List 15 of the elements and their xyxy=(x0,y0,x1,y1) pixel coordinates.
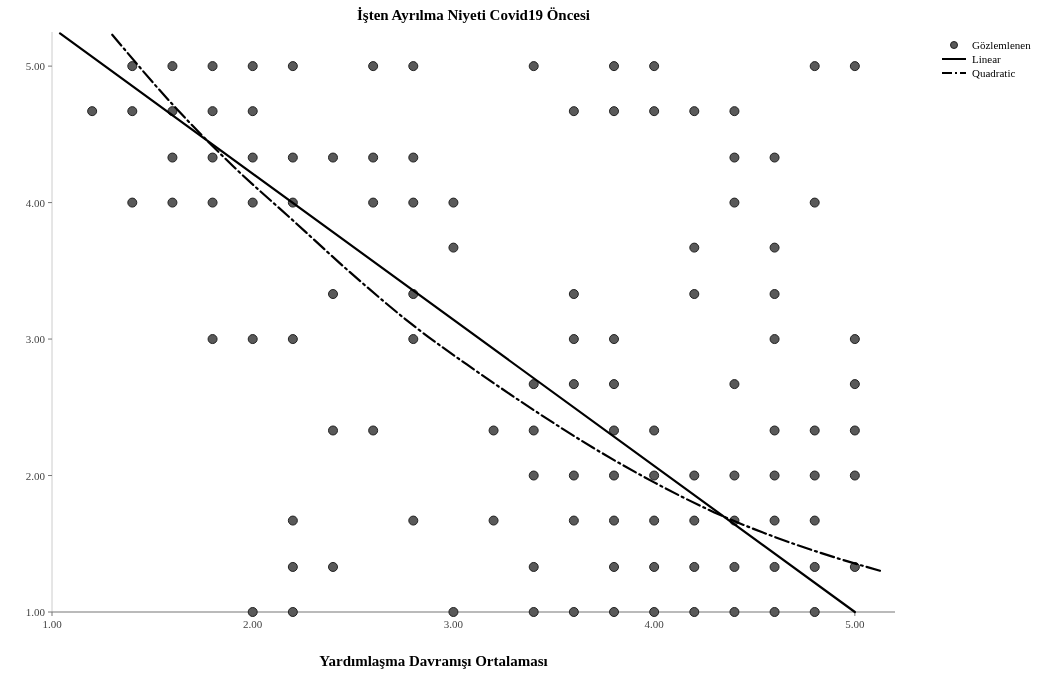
legend-label: Gözlemlenen xyxy=(972,39,1032,51)
y-tick-label: 5.00 xyxy=(25,60,46,73)
x-tick-label: 5.00 xyxy=(845,618,865,630)
x-tick-label: 4.00 xyxy=(644,618,665,630)
x-tick-label: 2.00 xyxy=(243,618,263,630)
y-tick-label: 3.00 xyxy=(25,333,46,346)
y-tick-label: 4.00 xyxy=(25,196,46,209)
x-tick-label: 3.00 xyxy=(443,618,464,630)
y-tick-label: 2.00 xyxy=(25,469,46,482)
chart-title: İşten Ayrılma Niyeti Covid19 Öncesi xyxy=(356,7,591,23)
x-axis-title: Yardımlaşma Davranışı Ortalaması xyxy=(319,653,548,669)
x-tick-label: 1.00 xyxy=(42,618,63,630)
y-tick-label: 1.00 xyxy=(25,606,46,618)
legend-label: Quadratic xyxy=(972,67,1016,79)
legend-label: Linear xyxy=(972,53,1002,65)
